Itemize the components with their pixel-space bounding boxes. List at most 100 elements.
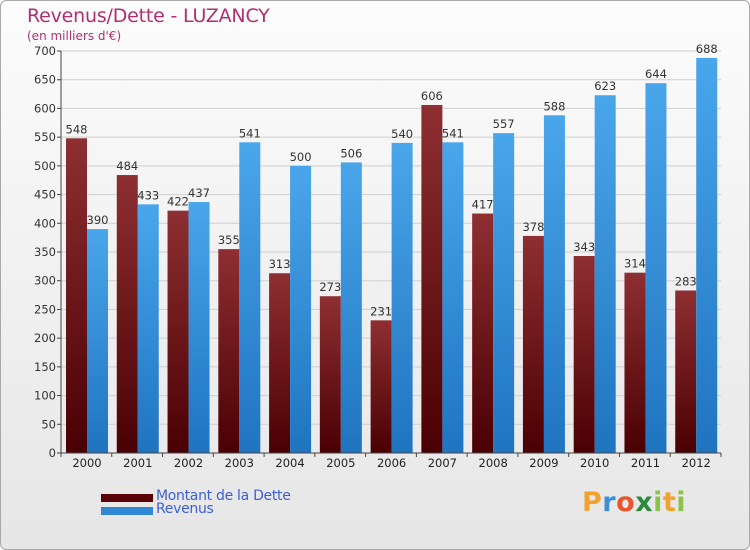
data-label: 314 xyxy=(624,257,646,271)
data-label: 355 xyxy=(218,233,240,247)
x-tick-label: 2004 xyxy=(275,456,304,470)
bar-revenus xyxy=(87,229,108,453)
logo-letter: i xyxy=(676,487,687,518)
bar-revenus xyxy=(290,165,312,453)
x-tick-label: 2012 xyxy=(682,456,711,470)
data-label: 540 xyxy=(391,127,413,141)
bar-revenus xyxy=(340,162,362,453)
y-tick-label: 650 xyxy=(34,73,56,87)
data-label: 588 xyxy=(543,99,565,113)
data-label: 343 xyxy=(573,240,595,254)
bar-revenus xyxy=(442,142,464,453)
bar-revenus xyxy=(543,115,565,453)
logo-letter: r xyxy=(602,487,617,518)
bar-dette xyxy=(573,256,595,453)
bar-revenus xyxy=(188,202,210,453)
bar-dette xyxy=(522,235,544,453)
bar-dette xyxy=(624,272,646,453)
x-tick-label: 2009 xyxy=(529,456,558,470)
data-label: 548 xyxy=(66,122,88,136)
chart-title: Revenus/Dette - LUZANCY xyxy=(27,5,270,27)
chart-subtitle: (en milliers d'€) xyxy=(27,29,122,43)
x-tick-label: 2005 xyxy=(326,456,355,470)
x-tick-label: 2001 xyxy=(123,456,152,470)
y-tick-label: 500 xyxy=(34,159,56,173)
bar-revenus xyxy=(696,57,718,454)
y-tick-label: 700 xyxy=(34,44,56,58)
x-tick-label: 2006 xyxy=(377,456,406,470)
bar-dette xyxy=(675,290,697,453)
bar-dette xyxy=(269,273,291,453)
y-tick-label: 250 xyxy=(34,302,56,316)
x-tick-label: 2003 xyxy=(225,456,254,470)
x-tick-label: 2010 xyxy=(580,456,609,470)
bar-revenus xyxy=(391,142,413,453)
bar-dette xyxy=(66,138,87,453)
x-tick-label: 2011 xyxy=(631,456,660,470)
legend-label-dette: Montant de la Dette xyxy=(156,488,291,504)
bar-dette xyxy=(218,249,240,453)
bar-dette xyxy=(370,320,392,453)
data-label: 273 xyxy=(319,280,341,294)
data-label: 500 xyxy=(290,150,312,164)
x-tick-label: 2002 xyxy=(174,456,203,470)
bar-revenus xyxy=(239,142,261,453)
y-tick-label: 150 xyxy=(34,360,56,374)
x-tick-label: 2000 xyxy=(72,456,101,470)
data-label: 433 xyxy=(137,188,159,202)
data-label: 541 xyxy=(239,126,261,140)
data-label: 484 xyxy=(116,159,138,173)
x-tick-label: 2008 xyxy=(479,456,508,470)
data-label: 422 xyxy=(167,195,189,209)
legend-swatch-dette xyxy=(101,494,153,502)
x-axis-ticks: 2000 2001 2002 2003 2004 2005 2006 2007 2008 2009… xyxy=(60,453,722,470)
logo-letter: P xyxy=(582,487,603,518)
logo-letter: i xyxy=(653,487,663,518)
y-tick-label: 50 xyxy=(41,417,56,431)
y-tick-label: 350 xyxy=(34,245,56,259)
data-label: 623 xyxy=(594,79,616,93)
y-tick-label: 100 xyxy=(34,389,56,403)
logo-letter: t xyxy=(662,487,677,518)
data-label: 313 xyxy=(269,257,291,271)
bar-revenus xyxy=(493,133,515,453)
data-label: 231 xyxy=(370,304,392,318)
logo-letter: o xyxy=(616,487,636,518)
y-tick-label: 0 xyxy=(49,446,56,460)
bar-revenus xyxy=(645,83,667,453)
data-label: 417 xyxy=(472,198,494,212)
data-label: 557 xyxy=(493,117,515,131)
data-label: 541 xyxy=(442,126,464,140)
legend-label-revenus: Revenus xyxy=(156,501,214,517)
data-label: 437 xyxy=(188,186,210,200)
bar-dette xyxy=(167,210,189,453)
data-label: 644 xyxy=(645,67,667,81)
y-tick-label: 400 xyxy=(34,216,56,230)
data-label: 378 xyxy=(522,220,544,234)
data-label: 606 xyxy=(421,89,443,103)
data-label: 506 xyxy=(340,146,362,160)
x-tick-label: 2007 xyxy=(428,456,457,470)
data-label: 390 xyxy=(87,213,109,227)
y-tick-label: 200 xyxy=(34,331,56,345)
y-tick-label: 450 xyxy=(34,188,56,202)
y-tick-label: 550 xyxy=(34,130,56,144)
bar-revenus xyxy=(137,204,159,453)
data-label: 688 xyxy=(696,42,718,56)
legend-swatch-revenus xyxy=(101,507,153,515)
bar-dette xyxy=(472,213,494,453)
y-tick-label: 600 xyxy=(34,101,56,115)
bar-revenus xyxy=(594,95,616,453)
y-tick-label: 300 xyxy=(34,274,56,288)
bars xyxy=(66,57,718,454)
bar-dette xyxy=(319,296,341,453)
logo-letter: x xyxy=(635,487,654,518)
bar-dette xyxy=(116,175,138,453)
y-axis-ticks: 0 50 100 150 200 250 300 350 400 450 500 550 600 650 7… xyxy=(34,44,61,460)
proxiti-logo: Proxiti xyxy=(582,487,686,518)
data-label: 283 xyxy=(675,274,697,288)
bar-dette xyxy=(421,104,443,454)
